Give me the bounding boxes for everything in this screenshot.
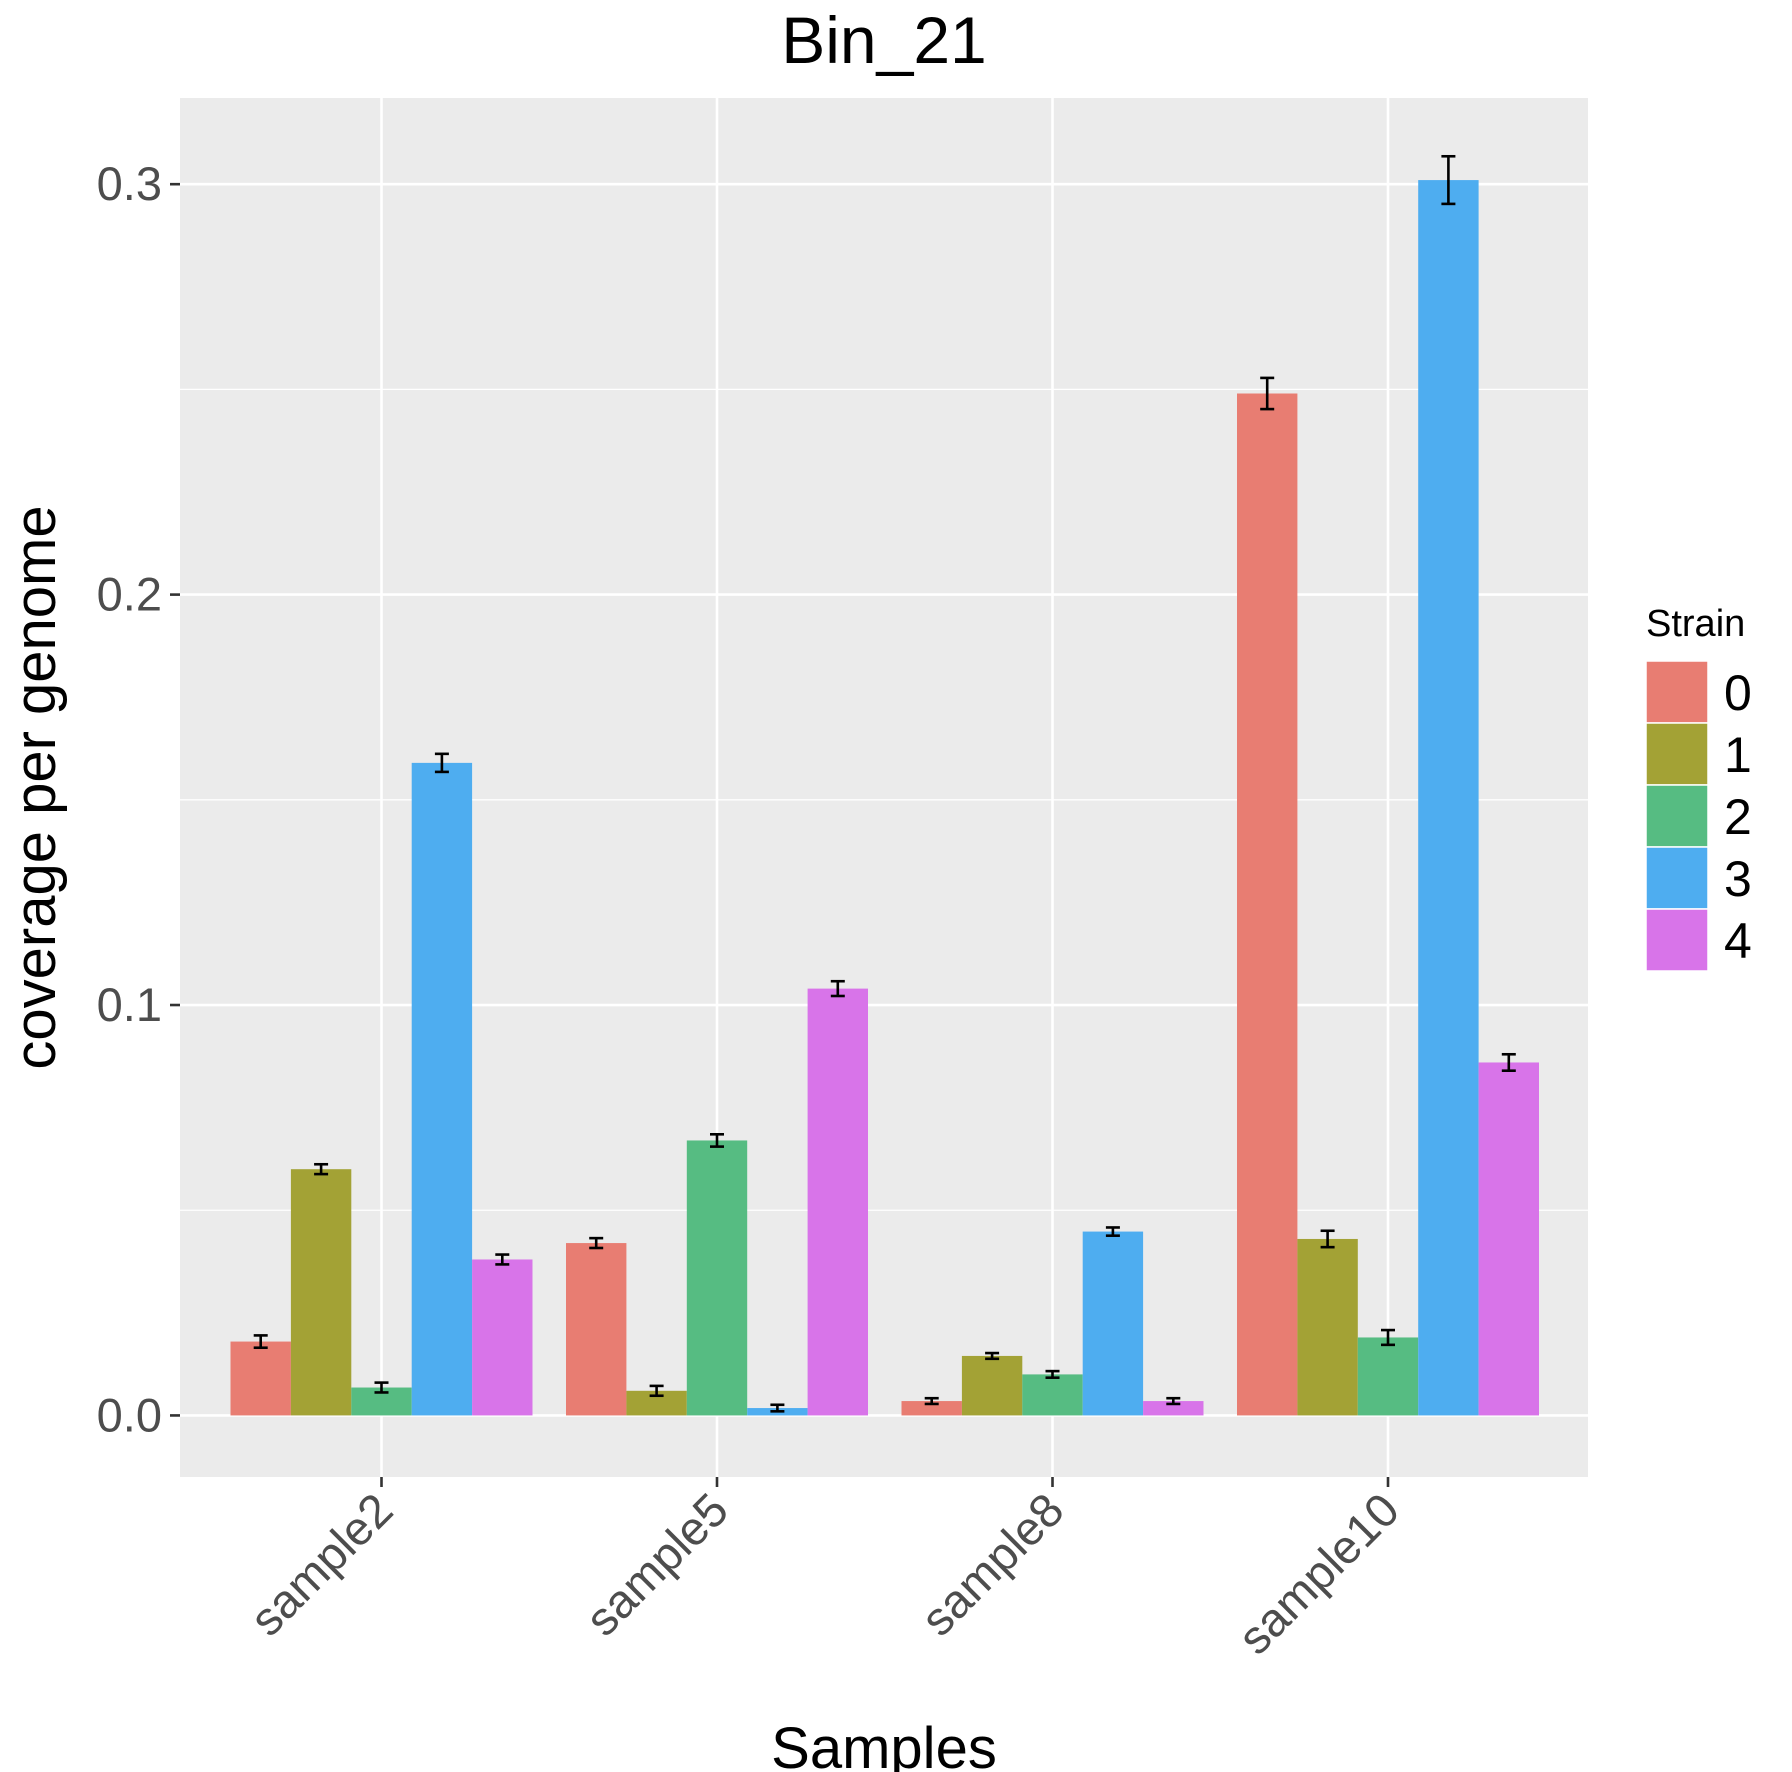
bar-sample10-strain-0 <box>1237 393 1298 1416</box>
bar-sample10-strain-4 <box>1478 1062 1539 1416</box>
error-bar-sample10-strain-2 <box>1381 1328 1395 1347</box>
bar-sample8-strain-0 <box>901 1401 962 1416</box>
x-tick-label: sample8 <box>910 1483 1073 1646</box>
error-bar-sample10-strain-4 <box>1501 1052 1516 1072</box>
y-tick-label: 0.0 <box>97 1388 162 1441</box>
error-bar-sample2-strain-0 <box>253 1334 268 1350</box>
legend-key-1 <box>1645 722 1709 786</box>
error-bar-sample5-strain-2 <box>710 1133 724 1148</box>
error-bar-sample8-strain-3 <box>1105 1226 1120 1237</box>
error-bar-sample5-strain-4 <box>830 979 845 998</box>
error-bar-sample10-strain-1 <box>1320 1229 1335 1249</box>
bar-sample8-strain-4 <box>1143 1401 1204 1416</box>
x-tick-label: sample2 <box>239 1483 402 1646</box>
bar-sample8-strain-3 <box>1082 1231 1144 1416</box>
bar-sample2-strain-1 <box>290 1169 352 1416</box>
y-tick-label: 0.1 <box>97 978 162 1031</box>
bar-sample5-strain-2 <box>686 1140 748 1416</box>
error-bar-sample8-strain-4 <box>1166 1396 1181 1406</box>
error-bar-sample8-strain-2 <box>1045 1369 1060 1379</box>
bar-sample10-strain-3 <box>1418 180 1479 1416</box>
error-bar-sample10-strain-0 <box>1260 376 1275 411</box>
error-bar-sample8-strain-1 <box>985 1351 1000 1361</box>
error-bar-sample2-strain-3 <box>434 752 449 774</box>
legend-key-0 <box>1645 660 1709 724</box>
legend-key-3 <box>1645 846 1709 910</box>
bar-sample2-strain-3 <box>411 762 473 1416</box>
plot-panel <box>180 98 1588 1477</box>
bar-sample5-strain-0 <box>566 1243 627 1416</box>
bar-sample10-strain-1 <box>1297 1238 1358 1416</box>
error-bar-sample2-strain-1 <box>314 1162 329 1176</box>
legend-label-4: 4 <box>1724 913 1752 969</box>
bar-sample8-strain-2 <box>1022 1374 1083 1416</box>
legend-label-3: 3 <box>1724 851 1752 907</box>
x-tick-label: sample10 <box>1227 1483 1409 1665</box>
x-tick-label: sample5 <box>575 1483 738 1646</box>
error-bar-sample5-strain-1 <box>649 1384 664 1398</box>
bar-sample2-strain-0 <box>230 1341 291 1416</box>
y-tick-label: 0.2 <box>97 568 162 621</box>
y-tick-label: 0.3 <box>97 157 162 210</box>
legend-label-0: 0 <box>1724 665 1752 721</box>
legend: Strain 0 1 2 3 4 <box>1645 603 1752 972</box>
legend-key-2 <box>1645 784 1709 848</box>
error-bar-sample2-strain-2 <box>374 1381 389 1394</box>
chart-title: Bin_21 <box>781 3 987 77</box>
legend-label-1: 1 <box>1724 727 1752 783</box>
error-bar-sample2-strain-4 <box>495 1253 510 1266</box>
legend-key-4 <box>1645 908 1709 972</box>
bar-sample8-strain-1 <box>961 1355 1023 1416</box>
error-bar-sample10-strain-3 <box>1441 154 1456 206</box>
legend-label-2: 2 <box>1724 789 1752 845</box>
bar-sample2-strain-4 <box>472 1259 533 1416</box>
x-axis: sample2 sample5 sample8 sample10 <box>239 1477 1409 1664</box>
error-bar-sample5-strain-3 <box>770 1403 785 1413</box>
y-axis-label: coverage per genome <box>3 505 68 1069</box>
bar-sample10-strain-2 <box>1357 1337 1419 1416</box>
bar-sample5-strain-4 <box>807 988 868 1416</box>
error-bars <box>253 154 1516 1413</box>
bars <box>230 180 1539 1416</box>
error-bar-sample5-strain-0 <box>589 1236 604 1250</box>
y-axis: 0.0 0.1 0.2 0.3 <box>97 157 180 1441</box>
x-axis-label: Samples <box>771 1716 997 1772</box>
legend-title: Strain <box>1646 603 1745 645</box>
error-bar-sample8-strain-0 <box>924 1396 939 1406</box>
